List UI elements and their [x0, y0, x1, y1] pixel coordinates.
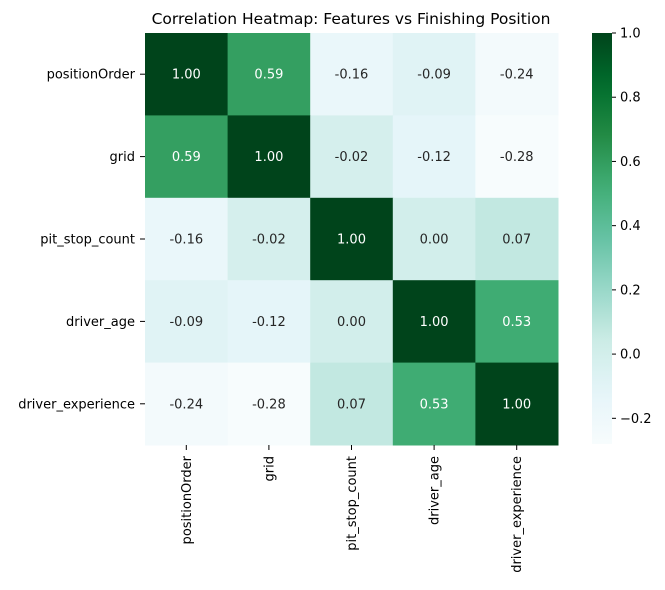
cell-value-label: -0.12	[252, 315, 286, 330]
heatmap-cell	[227, 197, 311, 281]
heatmap-cell	[392, 33, 476, 116]
colorbar-tick-label: −0.2	[620, 412, 652, 427]
colorbar-tick-label: 0.0	[620, 348, 641, 363]
heatmap-cell	[310, 362, 394, 446]
heatmap-cell	[310, 33, 394, 116]
cell-value-label: -0.09	[169, 315, 203, 330]
x-tick-label: pit_stop_count	[345, 456, 360, 551]
colorbar-tick-label: 0.6	[620, 155, 641, 170]
cell-value-label: 0.00	[420, 233, 449, 248]
heatmap-cell	[310, 115, 394, 199]
heatmap-cell	[227, 280, 311, 364]
cell-value-label: -0.09	[417, 68, 451, 83]
colorbar-tick-label: 0.2	[620, 283, 641, 298]
cell-value-label: -0.16	[169, 233, 203, 248]
cell-value-label: -0.28	[252, 397, 286, 412]
cell-value-label: 0.59	[172, 150, 201, 165]
heatmap-cell	[145, 280, 229, 364]
cell-value-label: -0.12	[417, 150, 451, 165]
heatmap-cells: 1.00 0.59 -0.16 -0.09 -0.24 0.59 1.00 -0.02 -0.1…	[145, 33, 559, 446]
cell-value-label: 1.00	[420, 315, 449, 330]
x-tick-label: driver_age	[428, 456, 443, 525]
cell-value-label: 1.00	[337, 233, 366, 248]
heatmap-cell	[475, 115, 559, 199]
colorbar-tick-label: 1.0	[620, 27, 641, 42]
heatmap-cell	[310, 280, 394, 364]
cell-value-label: 0.53	[420, 397, 449, 412]
heatmap-cell	[392, 197, 476, 281]
cell-value-label: 0.00	[337, 315, 366, 330]
heatmap-cell	[227, 362, 311, 446]
x-tick-label: driver_experience	[510, 456, 525, 573]
y-tick-labels: positionOrder grid pit_stop_count driver_ag…	[18, 68, 145, 412]
chart-title: Correlation Heatmap: Features vs Finishi…	[152, 10, 551, 28]
heatmap-cell	[392, 280, 476, 364]
heatmap-cell	[227, 115, 311, 199]
cell-value-label: 1.00	[172, 68, 201, 83]
cell-value-label: 0.07	[502, 233, 531, 248]
heatmap-cell	[145, 362, 229, 446]
heatmap-cell	[145, 33, 229, 116]
y-tick-label: positionOrder	[47, 68, 136, 83]
y-tick-label: pit_stop_count	[40, 233, 135, 248]
heatmap-cell	[145, 197, 229, 281]
heatmap-cell	[310, 197, 394, 281]
x-tick-label: positionOrder	[180, 455, 195, 544]
heatmap-cell	[227, 33, 311, 116]
heatmap-cell	[475, 197, 559, 281]
cell-value-label: -0.24	[169, 397, 203, 412]
heatmap-cell	[475, 33, 559, 116]
heatmap-cell	[392, 362, 476, 446]
colorbar-gradient	[592, 33, 612, 444]
heatmap-cell	[475, 280, 559, 364]
heatmap-cell	[145, 115, 229, 199]
cell-value-label: -0.02	[335, 150, 369, 165]
heatmap-cell	[475, 362, 559, 446]
x-tick-labels: positionOrder grid pit_stop_count driver_ag…	[180, 445, 525, 573]
cell-value-label: 0.07	[337, 397, 366, 412]
cell-value-label: 1.00	[254, 150, 283, 165]
x-tick-label: grid	[262, 456, 277, 481]
colorbar-tick-label: 0.4	[620, 219, 641, 234]
cell-value-label: 0.59	[254, 68, 283, 83]
cell-value-label: -0.02	[252, 233, 286, 248]
cell-value-label: 1.00	[502, 397, 531, 412]
colorbar: 1.0 0.8 0.6 0.4 0.2 0.0 −0.2	[592, 27, 652, 444]
colorbar-tick-label: 0.8	[620, 91, 641, 106]
y-tick-label: driver_experience	[18, 397, 135, 412]
cell-value-label: -0.28	[500, 150, 534, 165]
cell-value-label: 0.53	[502, 315, 531, 330]
cell-value-label: -0.16	[335, 68, 369, 83]
y-tick-label: driver_age	[66, 315, 135, 330]
heatmap-cell	[392, 115, 476, 199]
cell-value-label: -0.24	[500, 68, 534, 83]
y-tick-label: grid	[110, 150, 135, 165]
